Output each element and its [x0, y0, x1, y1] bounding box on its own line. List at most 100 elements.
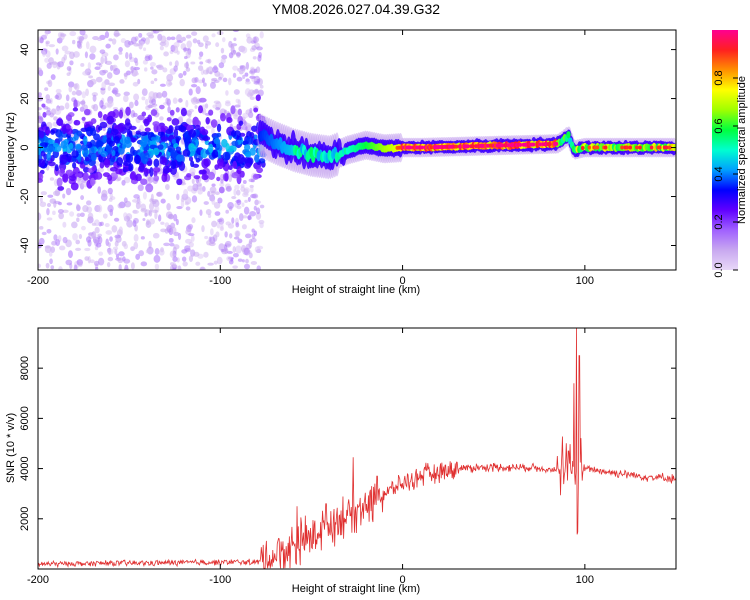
spectrogram-noise-blob: [225, 90, 229, 96]
spectrogram-noise-blob: [235, 98, 240, 103]
spectrogram-noise-blob: [172, 97, 178, 104]
spectrogram-noise-blob: [241, 224, 247, 230]
spectrogram-noise-blob: [140, 203, 147, 212]
spectrogram-noise-blob: [154, 263, 160, 270]
spectrogram-noise-blob: [65, 259, 73, 266]
spectrogram-band-blob: [230, 130, 237, 137]
spectrogram-band-blob: [143, 118, 150, 127]
spectrogram-noise-blob: [178, 72, 184, 79]
spectrogram-noise-blob: [202, 82, 207, 87]
spectrogram-noise-blob: [85, 88, 89, 97]
spectrogram-noise-blob: [221, 37, 226, 43]
spectrogram-noise-blob: [191, 77, 198, 84]
spectrogram-noise-blob: [53, 234, 58, 241]
spectrogram-noise-blob: [65, 94, 70, 102]
spectrogram-band-blob: [54, 164, 59, 172]
spectrogram-noise-blob: [69, 211, 75, 217]
spectrogram-noise-blob: [177, 265, 182, 270]
spectrogram-noise-blob: [107, 187, 113, 195]
spectrogram-noise-blob: [169, 61, 173, 66]
spectrogram-noise-blob: [209, 186, 217, 194]
spectrogram-noise-blob: [235, 245, 242, 254]
spectrogram-noise-blob: [99, 100, 104, 109]
spectrogram-noise-blob: [251, 193, 259, 199]
spectrogram-noise-blob: [88, 75, 93, 79]
spectrogram-ridge-core: [587, 145, 592, 150]
spectrogram-noise-blob: [159, 116, 164, 121]
spectrogram-band-blob: [71, 150, 79, 159]
spectrogram-noise-blob: [163, 242, 171, 247]
spectrogram-noise-blob: [97, 37, 103, 42]
spectrogram-noise-blob: [237, 238, 243, 244]
spectrogram-band-blob: [99, 121, 108, 129]
spectrogram-noise-blob: [134, 100, 139, 107]
spectrogram-noise-blob: [222, 77, 228, 83]
spectrogram-noise-blob: [94, 219, 100, 227]
spectrogram-noise-blob: [147, 176, 154, 183]
spectrogram-noise-blob: [114, 248, 118, 255]
spectrogram-noise-blob: [100, 56, 105, 65]
spectrogram-noise-blob: [185, 99, 189, 108]
spectrogram-noise-blob: [250, 186, 254, 193]
spectrogram-noise-blob: [196, 182, 202, 187]
spectrogram-noise-blob: [104, 31, 110, 39]
spectrogram-noise-blob: [145, 249, 150, 254]
spectrogram-noise-blob: [239, 65, 244, 69]
spectrogram-noise-blob: [141, 88, 148, 96]
spectrogram-noise-blob: [47, 79, 53, 88]
spectrogram-noise-blob: [62, 221, 67, 228]
spectrogram-noise-blob: [236, 199, 242, 206]
spectrogram-noise-blob: [84, 247, 91, 252]
spectrogram-noise-blob: [187, 223, 194, 230]
spectrogram-noise-blob: [199, 209, 203, 216]
spectrogram-noise-blob: [73, 51, 80, 58]
spectrogram-band-blob: [96, 140, 104, 147]
spectrogram-band-blob: [176, 154, 184, 162]
spectrogram-band-blob: [208, 143, 214, 154]
spectrogram-x-ticks: -200 -100 0 100: [27, 30, 594, 287]
spectrogram-noise-blob: [117, 257, 124, 264]
colorbar-tick-label: 0.2: [713, 214, 725, 229]
spectrogram-noise-blob: [132, 209, 137, 214]
spectrogram-band-blob: [176, 178, 183, 186]
spectrogram-band-blob: [85, 157, 90, 162]
spectrogram-band-blob: [60, 154, 68, 165]
spectrogram-ridge-core: [454, 144, 459, 149]
spectrogram-noise-blob: [97, 233, 103, 237]
spectrogram-noise-blob: [144, 98, 149, 106]
spectrogram-noise-blob: [233, 236, 240, 240]
spectrogram-band-blob: [53, 142, 59, 148]
spectrogram-noise-blob: [256, 265, 261, 270]
spectrogram-noise-blob: [135, 253, 141, 260]
spectrogram-noise-blob: [188, 88, 193, 96]
spectrogram-band-blob: [174, 125, 182, 131]
spectrogram-noise-blob: [190, 97, 197, 103]
spectrogram-noise-blob: [141, 96, 146, 101]
spectrogram-noise-blob: [195, 86, 201, 95]
spectrogram-noise-blob: [76, 213, 81, 218]
colorbar: 0.0 0.2 0.4 0.6 0.8 Normalized spectral ampl…: [712, 30, 748, 278]
spectrogram-noise-blob: [82, 71, 90, 76]
spectrogram-band-blob: [195, 157, 200, 163]
spectrogram-noise-blob: [186, 118, 193, 125]
spectrogram-band-blob: [39, 142, 47, 147]
spectrogram-noise-blob: [203, 251, 209, 258]
colorbar-label: Normalized spectral amplitude: [736, 76, 748, 224]
spectrogram-ridge-core: [620, 145, 624, 150]
spectrogram-noise-blob: [69, 31, 77, 37]
spectrogram-ridge-core: [664, 145, 669, 150]
spectrogram-band-blob: [73, 119, 81, 126]
spectrogram-noise-blob: [46, 217, 53, 221]
spectrogram-noise-blob: [108, 197, 113, 202]
spectrogram-noise-blob: [45, 262, 50, 269]
spectrogram-noise-blob: [198, 42, 204, 48]
spectrogram-noise-blob: [192, 38, 198, 44]
spectrogram-noise-blob: [124, 200, 132, 208]
spectrogram-noise-blob: [235, 189, 241, 196]
spectrogram-ridge-core: [638, 145, 642, 150]
spectrogram-noise-blob: [235, 222, 240, 228]
spectrogram-noise-blob: [198, 56, 202, 60]
spectrogram-ridge-core: [603, 145, 608, 150]
spectrogram-ridge-core: [635, 145, 639, 150]
spectrogram-noise-blob: [255, 46, 263, 51]
